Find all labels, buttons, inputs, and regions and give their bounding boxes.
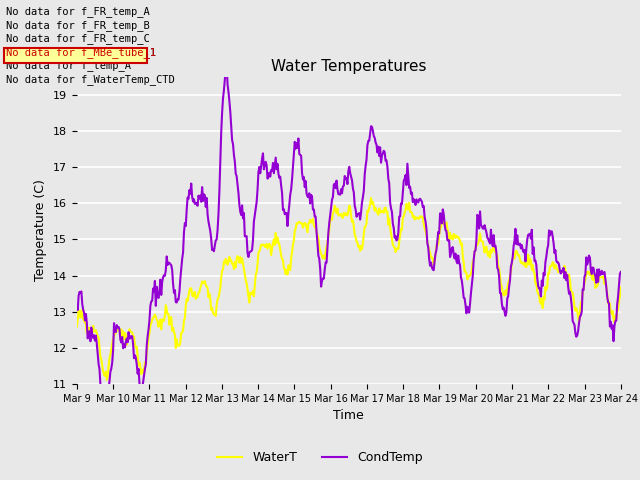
CondTemp: [396, 214, 403, 220]
WaterT: [103, 377, 111, 383]
WaterT: [367, 195, 375, 201]
Legend: WaterT, CondTemp: WaterT, CondTemp: [212, 446, 428, 469]
CondTemp: [73, 303, 81, 309]
Text: No data for f_temp_A: No data for f_temp_A: [6, 60, 131, 71]
Text: No data for f_MBe_tube_1: No data for f_MBe_tube_1: [6, 47, 156, 58]
CondTemp: [101, 409, 109, 415]
Y-axis label: Temperature (C): Temperature (C): [35, 180, 47, 281]
Text: No data for f_FR_temp_B: No data for f_FR_temp_B: [6, 20, 150, 31]
Line: CondTemp: CondTemp: [77, 63, 621, 412]
WaterT: [320, 253, 328, 259]
WaterT: [617, 285, 625, 290]
CondTemp: [438, 220, 445, 226]
WaterT: [73, 324, 81, 330]
CondTemp: [214, 228, 221, 233]
CondTemp: [484, 236, 492, 242]
Text: No data for f_FR_temp_C: No data for f_FR_temp_C: [6, 33, 150, 44]
Title: Water Temperatures: Water Temperatures: [271, 59, 426, 74]
CondTemp: [170, 290, 178, 296]
X-axis label: Time: Time: [333, 409, 364, 422]
WaterT: [396, 239, 403, 245]
WaterT: [214, 296, 221, 302]
Text: No data for f_FR_temp_A: No data for f_FR_temp_A: [6, 6, 150, 17]
Text: No data for f_WaterTemp_CTD: No data for f_WaterTemp_CTD: [6, 73, 175, 84]
WaterT: [438, 219, 445, 225]
WaterT: [484, 253, 492, 259]
CondTemp: [223, 60, 230, 66]
CondTemp: [321, 266, 328, 272]
CondTemp: [617, 269, 625, 275]
WaterT: [170, 329, 178, 335]
Line: WaterT: WaterT: [77, 198, 621, 380]
Text: No data for f_MBe_tube_1: No data for f_MBe_tube_1: [6, 47, 156, 58]
